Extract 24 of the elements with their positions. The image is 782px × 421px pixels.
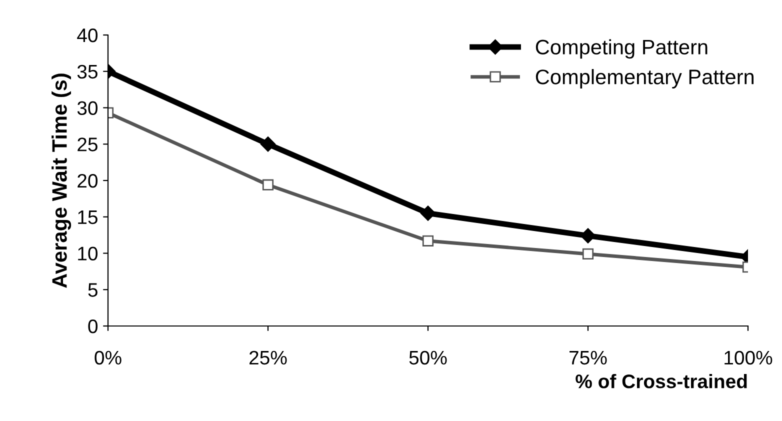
point bbox=[580, 228, 596, 244]
point bbox=[582, 248, 594, 260]
y-tick-label: 20 bbox=[78, 174, 98, 188]
point bbox=[420, 206, 436, 221]
y-tick-label: 0 bbox=[88, 319, 98, 334]
point bbox=[422, 235, 434, 246]
y-tick-label: 25 bbox=[78, 138, 98, 152]
x-tick-label: 100% bbox=[724, 350, 772, 365]
y-tick-label: 5 bbox=[88, 283, 98, 297]
x-tick-label: 0% bbox=[94, 350, 122, 365]
legend-label: Complementary Pattern bbox=[536, 69, 754, 88]
x-tick-label: 75% bbox=[570, 350, 607, 365]
y-tick-label: 10 bbox=[78, 246, 98, 260]
x-tick-label: 25% bbox=[250, 350, 287, 365]
x-tick-label: 50% bbox=[409, 350, 447, 365]
point bbox=[262, 179, 274, 190]
y-tick-label: 40 bbox=[77, 28, 98, 42]
y-tick-label: 15 bbox=[78, 210, 98, 224]
legend-label: Competing Pattern bbox=[536, 39, 708, 59]
y-tick-label: 30 bbox=[77, 101, 98, 115]
x-axis-title: % of Cross-trained bbox=[576, 374, 747, 388]
point bbox=[260, 136, 276, 152]
y-axis-title: Average Wait Time (s) bbox=[52, 74, 72, 288]
y-tick-label: 35 bbox=[77, 64, 98, 79]
